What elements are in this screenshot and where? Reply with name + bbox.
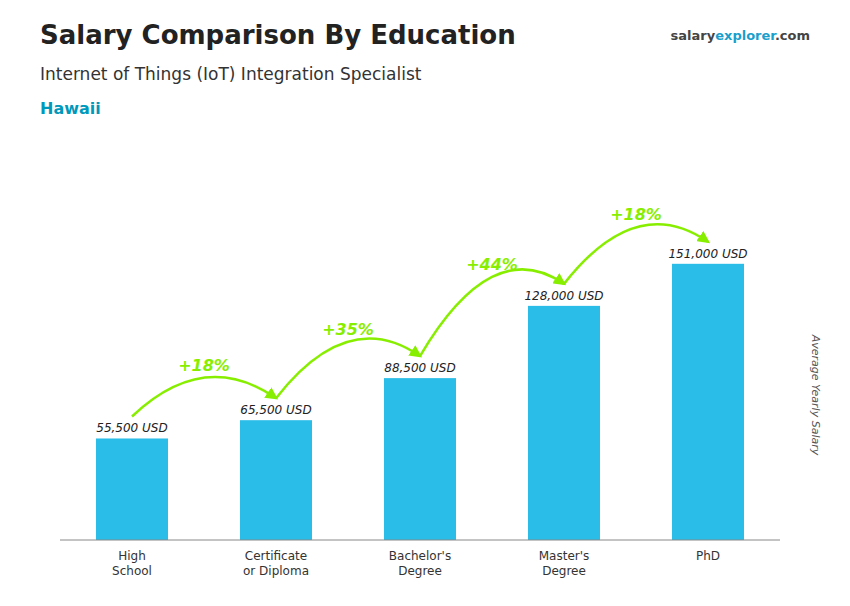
source-part: salary: [671, 28, 716, 43]
data-label: 65,500 USD: [240, 403, 311, 417]
x-tick-label-line: High: [118, 549, 146, 563]
x-tick-label: Master'sDegree: [539, 549, 590, 578]
x-tick-label: Certificateor Diploma: [243, 549, 309, 578]
change-label: +35%: [322, 320, 374, 339]
change-label: +18%: [610, 205, 662, 224]
change-arrow: [564, 224, 708, 284]
chart-svg: Salary Comparison By Education Internet o…: [0, 0, 850, 606]
x-tick-label-line: School: [112, 564, 152, 578]
change-label: +18%: [178, 356, 230, 375]
bar: [384, 378, 456, 540]
x-axis-line: [60, 540, 780, 541]
data-label: 128,000 USD: [524, 289, 603, 303]
bar: [528, 306, 600, 540]
x-tick-label: Bachelor'sDegree: [389, 549, 451, 578]
bar: [672, 264, 744, 540]
data-label: 55,500 USD: [96, 421, 167, 435]
change-arrow: [276, 339, 420, 399]
x-tick-label-line: or Diploma: [243, 564, 309, 578]
subtitle: Internet of Things (IoT) Integration Spe…: [40, 64, 422, 84]
x-tick-label-line: Degree: [542, 564, 586, 578]
x-tick-label-line: PhD: [696, 549, 720, 563]
bar: [96, 438, 168, 540]
change-label: +44%: [466, 255, 518, 274]
location: Hawaii: [40, 99, 101, 118]
x-tick-label-line: Degree: [398, 564, 442, 578]
change-arrow: [420, 269, 564, 356]
bar: [240, 420, 312, 540]
change-arrow: [132, 377, 276, 416]
x-tick-label: HighSchool: [112, 549, 152, 578]
data-label: 88,500 USD: [384, 361, 455, 375]
title: Salary Comparison By Education: [40, 20, 516, 50]
source: salaryexplorer.com: [671, 28, 810, 43]
x-tick-label-line: Bachelor's: [389, 549, 451, 563]
x-tick-label: PhD: [696, 549, 720, 563]
data-label: 151,000 USD: [668, 247, 747, 261]
x-tick-label-line: Master's: [539, 549, 590, 563]
bars: [96, 264, 744, 540]
x-tick-label-line: Certificate: [245, 549, 307, 563]
source-part: .com: [775, 28, 810, 43]
y-axis-label: Average Yearly Salary: [809, 334, 822, 456]
source-part: explorer: [715, 28, 777, 43]
chart-container: Salary Comparison By Education Internet o…: [0, 0, 850, 606]
